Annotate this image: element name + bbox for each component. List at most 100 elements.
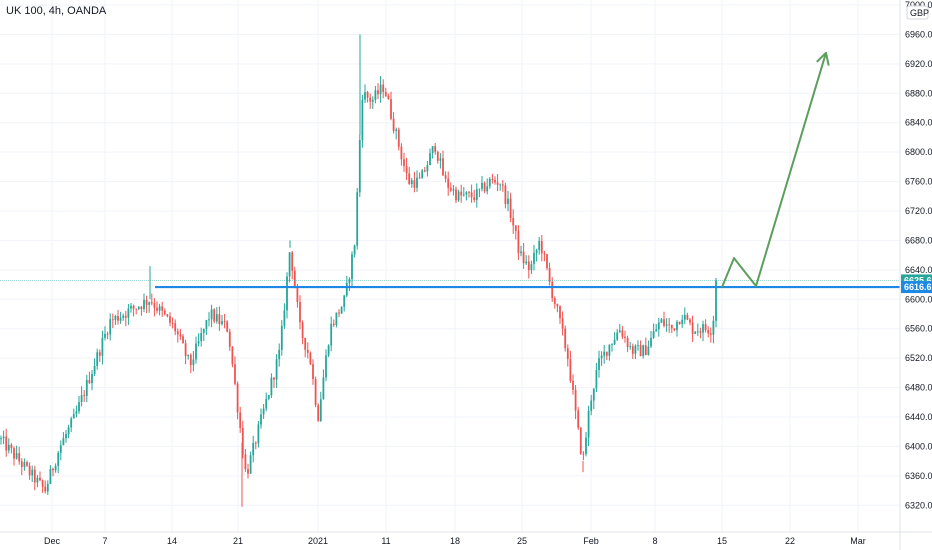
time-tick-label: 18 xyxy=(450,536,460,546)
candle-body xyxy=(156,307,158,311)
tag-bg xyxy=(901,281,932,294)
candle xyxy=(384,87,387,98)
candle-body xyxy=(655,329,658,332)
candle xyxy=(382,79,385,99)
candle xyxy=(158,303,161,316)
candle xyxy=(621,326,624,340)
candle xyxy=(280,320,283,356)
candle xyxy=(436,150,439,164)
candle-body xyxy=(650,337,652,347)
candle-body xyxy=(148,302,151,305)
projection-arrow[interactable] xyxy=(721,51,830,288)
candle-body xyxy=(88,379,91,384)
candle xyxy=(533,244,535,271)
candle-body xyxy=(335,312,338,326)
candle-body xyxy=(452,189,455,191)
candle xyxy=(600,351,603,367)
price-axis[interactable]: 7000.0 6960.0 6920.0 6880.0 6840.0 6800.0 6760… xyxy=(899,0,932,550)
chart-grid xyxy=(0,0,900,532)
candle xyxy=(626,335,629,353)
currency-badge[interactable]: GBP xyxy=(906,5,929,20)
candle-body xyxy=(166,314,169,317)
candle-body xyxy=(200,332,203,342)
candle-body xyxy=(468,192,470,193)
candle xyxy=(59,440,62,461)
candle xyxy=(553,296,556,309)
candle-body xyxy=(254,442,257,444)
candle xyxy=(379,76,382,103)
candle xyxy=(551,277,554,302)
candle xyxy=(62,432,65,446)
candle xyxy=(340,306,343,314)
candle-body xyxy=(494,179,496,183)
candle xyxy=(421,168,424,179)
candle xyxy=(678,321,681,325)
price-tick-label: 6440.0 xyxy=(905,412,932,422)
candle xyxy=(291,251,294,280)
candlestick-series[interactable] xyxy=(0,34,717,507)
candle-body xyxy=(351,254,353,280)
candle xyxy=(356,187,359,250)
candle-body xyxy=(309,352,312,365)
price-tick-label: 6720.0 xyxy=(905,206,932,216)
candle xyxy=(184,339,187,365)
candle-body xyxy=(408,173,411,184)
candle-body xyxy=(296,287,299,303)
price-tick-label: 6520.0 xyxy=(905,353,932,363)
candle-body xyxy=(403,159,405,167)
candle-body xyxy=(499,184,502,186)
candle-body xyxy=(124,315,127,318)
candle xyxy=(221,314,223,326)
candle xyxy=(702,320,704,342)
candle xyxy=(197,333,200,347)
candle xyxy=(358,134,361,197)
candle xyxy=(629,341,632,350)
candle xyxy=(187,354,190,360)
candle-body xyxy=(379,84,382,95)
time-axis[interactable]: Dec 7 14 21 2021 11 18 25 Feb 8 15 22 Mar xyxy=(0,531,932,546)
candle-body xyxy=(340,306,343,314)
candle xyxy=(241,420,244,459)
candle xyxy=(689,318,691,326)
candle-body xyxy=(145,299,148,305)
candle xyxy=(192,351,195,372)
candle-body xyxy=(182,336,184,344)
candle-body xyxy=(241,427,244,455)
candle xyxy=(15,445,18,460)
candle xyxy=(18,446,21,465)
candle xyxy=(293,266,296,289)
candle-body xyxy=(306,349,309,353)
price-tick-label: 6320.0 xyxy=(905,500,932,510)
candle xyxy=(270,373,273,399)
candle-body xyxy=(158,306,161,311)
candle-body xyxy=(522,251,525,264)
candle-body xyxy=(709,333,712,335)
candle-body xyxy=(215,314,218,322)
candle xyxy=(176,328,179,343)
candle-body xyxy=(101,337,104,356)
candle-body xyxy=(535,250,538,253)
candle xyxy=(572,374,574,395)
candle-body xyxy=(423,170,426,172)
candle-body xyxy=(54,465,57,471)
candle-body xyxy=(70,418,73,428)
candle xyxy=(426,160,429,177)
candle xyxy=(366,90,369,103)
candle-body xyxy=(62,438,65,446)
candle-body xyxy=(210,309,213,320)
candle-body xyxy=(631,346,634,354)
candle xyxy=(647,340,650,356)
candle-body xyxy=(608,344,611,356)
candle xyxy=(540,235,543,262)
candle xyxy=(215,307,218,324)
time-tick-label: 21 xyxy=(233,536,243,546)
candle xyxy=(119,311,122,324)
candle xyxy=(109,313,112,341)
candle-body xyxy=(205,320,208,330)
candle xyxy=(564,325,567,352)
price-tick-label: 6640.0 xyxy=(905,265,932,275)
candle xyxy=(148,301,151,313)
candle-body xyxy=(291,252,294,271)
candle-body xyxy=(514,225,517,231)
